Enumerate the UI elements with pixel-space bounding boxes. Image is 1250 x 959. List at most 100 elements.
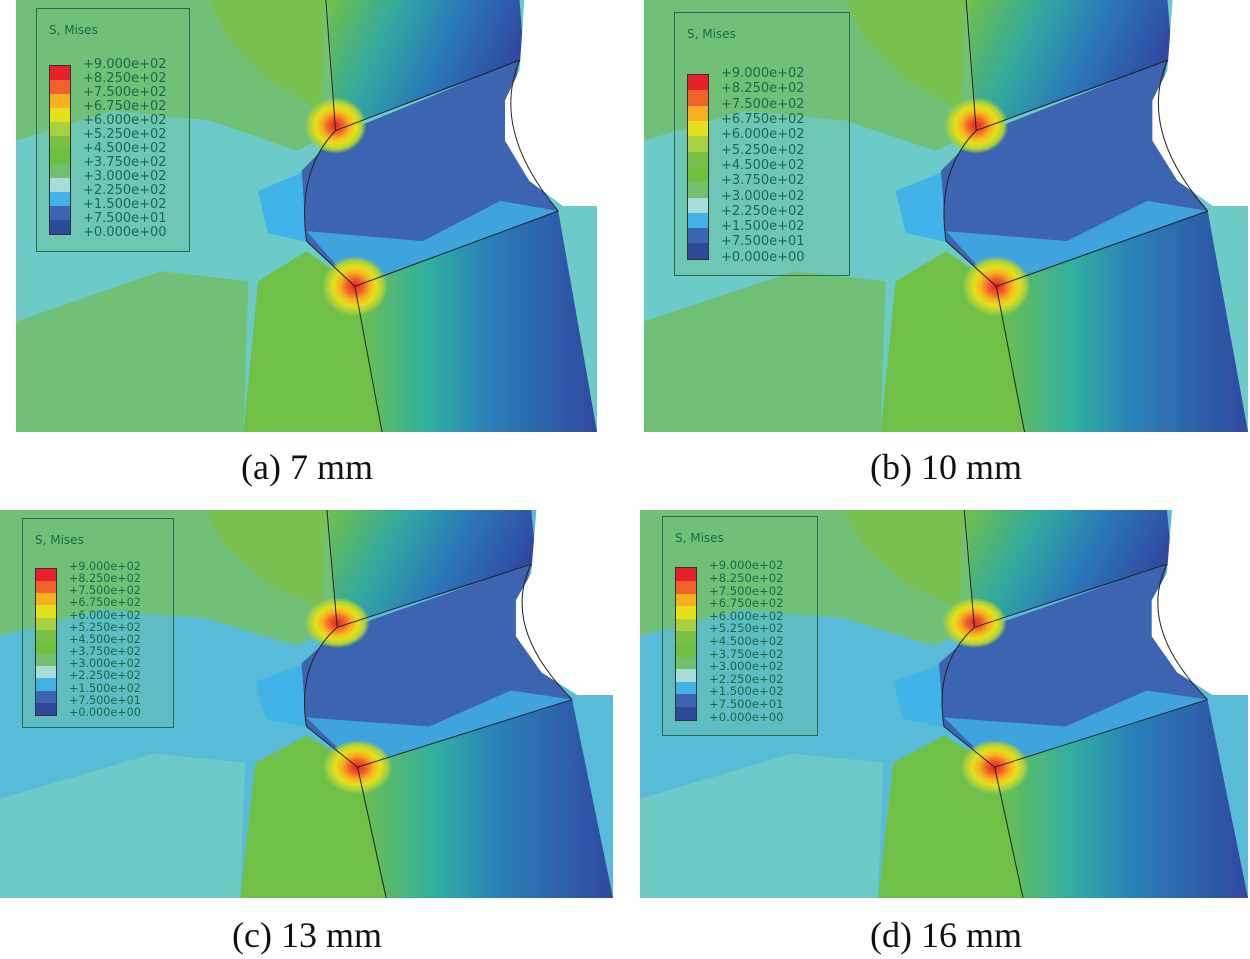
upper-tooth-region	[966, 510, 1172, 628]
lower-tooth-region	[996, 210, 1248, 432]
legend-label: +4.500e+02	[83, 141, 167, 156]
color-swatch	[36, 690, 56, 703]
color-swatch	[36, 568, 56, 581]
notch-cutout	[1152, 0, 1248, 206]
legend-title: S, Mises	[49, 23, 98, 37]
legend-label: +8.250e+02	[709, 570, 784, 585]
caption-a: (a) 7 mm	[241, 447, 373, 487]
legend-label: +0.000e+00	[709, 709, 784, 724]
color-swatch	[688, 243, 708, 259]
color-swatch	[50, 206, 70, 220]
legend-label: +6.750e+02	[83, 99, 167, 114]
color-swatch	[688, 166, 708, 183]
notch-cutout	[505, 0, 597, 206]
legend: S, Mises +9.000e+02 +8.250e+02 +7.500e+02 +6…	[22, 518, 174, 728]
legend-label: +9.000e+02	[69, 559, 141, 573]
legend-label: +6.750e+02	[709, 596, 784, 611]
color-scale	[49, 65, 71, 235]
color-swatch	[50, 150, 70, 164]
color-swatch	[676, 656, 696, 670]
legend-label: +0.000e+00	[69, 706, 141, 720]
lower-stress-region	[16, 271, 249, 432]
legend-label: +7.500e+01	[69, 693, 141, 707]
legend-label: +1.500e+02	[83, 197, 167, 212]
color-swatch	[676, 618, 696, 632]
legend-label: +0.000e+00	[721, 249, 805, 265]
color-swatch	[36, 702, 56, 716]
legend-label: +8.250e+02	[721, 81, 805, 97]
contour-plot-c: S, Mises +9.000e+02 +8.250e+02 +7.500e+02 +6…	[0, 510, 613, 898]
legend-label: +3.000e+02	[721, 188, 805, 204]
legend-label: +9.000e+02	[721, 66, 805, 82]
upper-tooth-region	[327, 0, 525, 131]
color-swatch	[688, 228, 708, 244]
color-swatch	[50, 220, 70, 234]
legend: S, Mises +9.000e+02 +8.250e+02 +7.500e+02 +6…	[36, 8, 190, 252]
legend-label: +4.500e+02	[721, 157, 805, 173]
legend-label: +8.250e+02	[83, 71, 167, 86]
color-scale	[687, 74, 709, 260]
color-swatch	[36, 580, 56, 594]
color-swatch	[36, 678, 56, 691]
lower-tooth-region	[357, 699, 613, 898]
color-swatch	[50, 136, 70, 150]
legend-label: +7.500e+01	[721, 234, 805, 250]
legend-label: +8.250e+02	[69, 571, 141, 585]
legend-label: +2.250e+02	[721, 203, 805, 219]
legend: S, Mises +9.000e+02 +8.250e+02 +7.500e+02 +6…	[674, 12, 850, 276]
color-scale	[675, 567, 697, 721]
color-swatch	[676, 606, 696, 619]
color-scale	[35, 567, 57, 717]
color-swatch	[688, 182, 708, 198]
legend-label: +9.000e+02	[709, 558, 784, 573]
legend-label: +6.000e+02	[69, 608, 141, 622]
legend-label: +5.250e+02	[69, 620, 141, 634]
legend-label: +2.250e+02	[709, 671, 784, 686]
color-swatch	[676, 643, 696, 657]
contour-plot-a: S, Mises +9.000e+02 +8.250e+02 +7.500e+02 +6…	[16, 0, 597, 432]
lower-tooth-region	[354, 210, 597, 432]
legend-label: +1.500e+02	[69, 681, 141, 695]
color-swatch	[36, 629, 56, 642]
lower-stress-region	[644, 271, 886, 432]
legend-label: +7.500e+02	[69, 584, 141, 598]
color-swatch	[50, 192, 70, 206]
color-swatch	[676, 631, 696, 644]
legend-label: +6.000e+02	[709, 608, 784, 623]
legend-title: S, Mises	[687, 27, 736, 41]
legend-label: +2.250e+02	[83, 183, 167, 198]
color-swatch	[688, 105, 708, 122]
legend-title: S, Mises	[675, 531, 724, 545]
legend-label: +6.750e+02	[721, 112, 805, 128]
color-swatch	[676, 681, 696, 695]
legend: S, Mises +9.000e+02 +8.250e+02 +7.500e+02 +6…	[662, 516, 818, 736]
color-swatch	[688, 90, 708, 106]
color-swatch	[676, 706, 696, 720]
color-swatch	[676, 694, 696, 707]
color-swatch	[688, 121, 708, 137]
legend-label: +0.000e+00	[83, 225, 167, 240]
legend-label: +3.750e+02	[83, 155, 167, 170]
color-swatch	[36, 666, 56, 679]
legend-label: +7.500e+02	[83, 85, 167, 100]
legend-label: +6.000e+02	[721, 127, 805, 143]
legend-label: +5.250e+02	[721, 142, 805, 158]
notch-cutout	[1151, 510, 1248, 695]
color-swatch	[50, 108, 70, 122]
color-swatch	[36, 641, 56, 655]
stress-contour-svg	[644, 0, 1248, 432]
caption-d: (d) 16 mm	[870, 915, 1022, 955]
color-swatch	[688, 212, 708, 229]
legend-label: +6.750e+02	[69, 596, 141, 610]
contour-plot-d: S, Mises +9.000e+02 +8.250e+02 +7.500e+02 +6…	[640, 510, 1248, 898]
legend-label: +7.500e+02	[709, 583, 784, 598]
color-swatch	[50, 178, 70, 192]
legend-label: +3.750e+02	[721, 173, 805, 189]
legend-label: +3.000e+02	[709, 659, 784, 674]
color-swatch	[36, 654, 56, 667]
color-swatch	[50, 66, 70, 80]
color-swatch	[50, 122, 70, 136]
stress-contour-svg	[0, 510, 613, 898]
upper-tooth-region	[328, 510, 537, 628]
legend-label: +7.500e+01	[709, 696, 784, 711]
